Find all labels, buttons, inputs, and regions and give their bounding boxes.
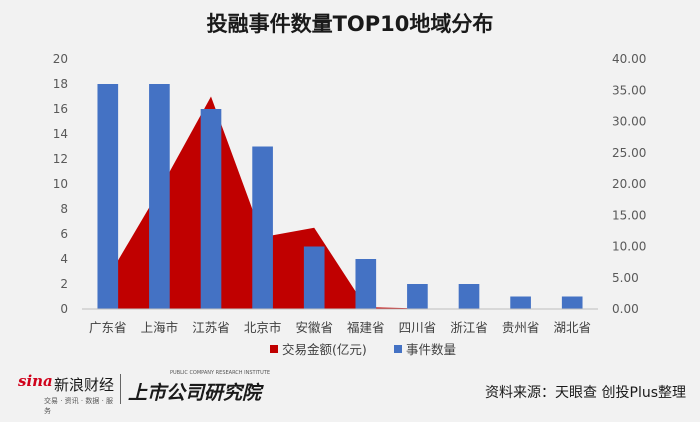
bar-江苏省 bbox=[200, 109, 222, 309]
bar-上海市 bbox=[149, 84, 170, 309]
right-axis-ticks: 0.00 5.00 10.00 15.00 20.00 25.00 30.00 35.00 40… bbox=[612, 52, 646, 316]
right-tick-label: 30.00 bbox=[612, 115, 646, 129]
bar-四川省 bbox=[407, 284, 428, 309]
sina-finance-subtitle: 交易 · 资讯 · 数据 · 服务 bbox=[44, 397, 114, 415]
legend-swatch bbox=[270, 345, 278, 353]
logo-divider bbox=[120, 374, 121, 404]
sina-brand: sina bbox=[18, 372, 53, 390]
left-tick-label: 6 bbox=[60, 227, 68, 241]
right-tick-label: 40.00 bbox=[612, 52, 646, 66]
bar-安徽省 bbox=[303, 246, 325, 309]
left-tick-label: 14 bbox=[53, 127, 68, 141]
left-tick-label: 16 bbox=[53, 102, 68, 116]
category-tick-label: 广东省 bbox=[89, 320, 127, 335]
bar-北京市 bbox=[252, 146, 273, 309]
right-tick-label: 5.00 bbox=[612, 271, 639, 285]
category-tick-label: 江苏省 bbox=[192, 320, 230, 335]
bar-series-layer bbox=[97, 84, 583, 309]
category-axis-ticks: 广东省 上海市 江苏省 北京市 安徽省 福建省 四川省 浙江省 贵州省 湖北省 bbox=[89, 320, 591, 335]
area-series-layer bbox=[107, 96, 573, 309]
bar-广东省 bbox=[97, 84, 119, 309]
bar-贵州省 bbox=[510, 296, 531, 309]
right-tick-label: 20.00 bbox=[612, 177, 646, 191]
legend-label: 交易金额(亿元) bbox=[282, 342, 367, 357]
right-tick-label: 10.00 bbox=[612, 240, 646, 254]
category-tick-label: 上海市 bbox=[141, 320, 179, 335]
chart-title: 投融事件数量TOP10地域分布 bbox=[206, 12, 494, 36]
category-tick-label: 福建省 bbox=[347, 320, 385, 335]
category-tick-label: 四川省 bbox=[399, 320, 437, 335]
left-axis-ticks: 0 2 4 6 8 10 12 14 16 18 20 bbox=[53, 52, 68, 316]
research-institute-english: PUBLIC COMPANY RESEARCH INSTITUTE bbox=[170, 370, 270, 376]
footer: sina 新浪财经 交易 · 资讯 · 数据 · 服务 PUBLIC COMPA… bbox=[0, 366, 700, 422]
right-tick-label: 35.00 bbox=[612, 83, 646, 97]
bar-浙江省 bbox=[458, 284, 480, 309]
left-tick-label: 12 bbox=[53, 152, 68, 166]
left-tick-label: 4 bbox=[60, 252, 68, 266]
chart-legend: 交易金额(亿元) 事件数量 bbox=[270, 342, 456, 357]
sina-finance-logo: sina 新浪财经 交易 · 资讯 · 数据 · 服务 bbox=[14, 372, 115, 415]
right-tick-label: 15.00 bbox=[612, 208, 646, 222]
bar-福建省 bbox=[355, 259, 377, 309]
left-tick-label: 20 bbox=[53, 52, 68, 66]
right-tick-label: 0.00 bbox=[612, 302, 639, 316]
chart-canvas: 0 2 4 6 8 10 12 14 16 18 20 0.00 5.00 10.00 15.00 20.0… bbox=[53, 52, 647, 357]
area-series-amount bbox=[107, 96, 573, 309]
source-note: 资料来源：天眼查 创投Plus整理 bbox=[485, 385, 686, 401]
bar-湖北省 bbox=[561, 296, 583, 309]
legend-swatch bbox=[394, 345, 402, 353]
research-institute-name: 上市公司研究院 bbox=[128, 382, 262, 404]
left-tick-label: 0 bbox=[60, 302, 68, 316]
legend-label: 事件数量 bbox=[406, 342, 456, 357]
right-tick-label: 25.00 bbox=[612, 146, 646, 160]
category-tick-label: 贵州省 bbox=[502, 320, 540, 335]
left-tick-label: 10 bbox=[53, 177, 68, 191]
left-tick-label: 18 bbox=[53, 77, 68, 91]
left-tick-label: 8 bbox=[60, 202, 68, 216]
category-tick-label: 浙江省 bbox=[450, 320, 488, 335]
sina-finance-name: 新浪财经 bbox=[54, 376, 115, 394]
category-tick-label: 安徽省 bbox=[295, 320, 333, 335]
research-institute-logo: PUBLIC COMPANY RESEARCH INSTITUTE 上市公司研究… bbox=[128, 370, 270, 410]
category-tick-label: 北京市 bbox=[244, 320, 282, 335]
left-tick-label: 2 bbox=[60, 277, 68, 291]
category-tick-label: 湖北省 bbox=[553, 320, 591, 335]
